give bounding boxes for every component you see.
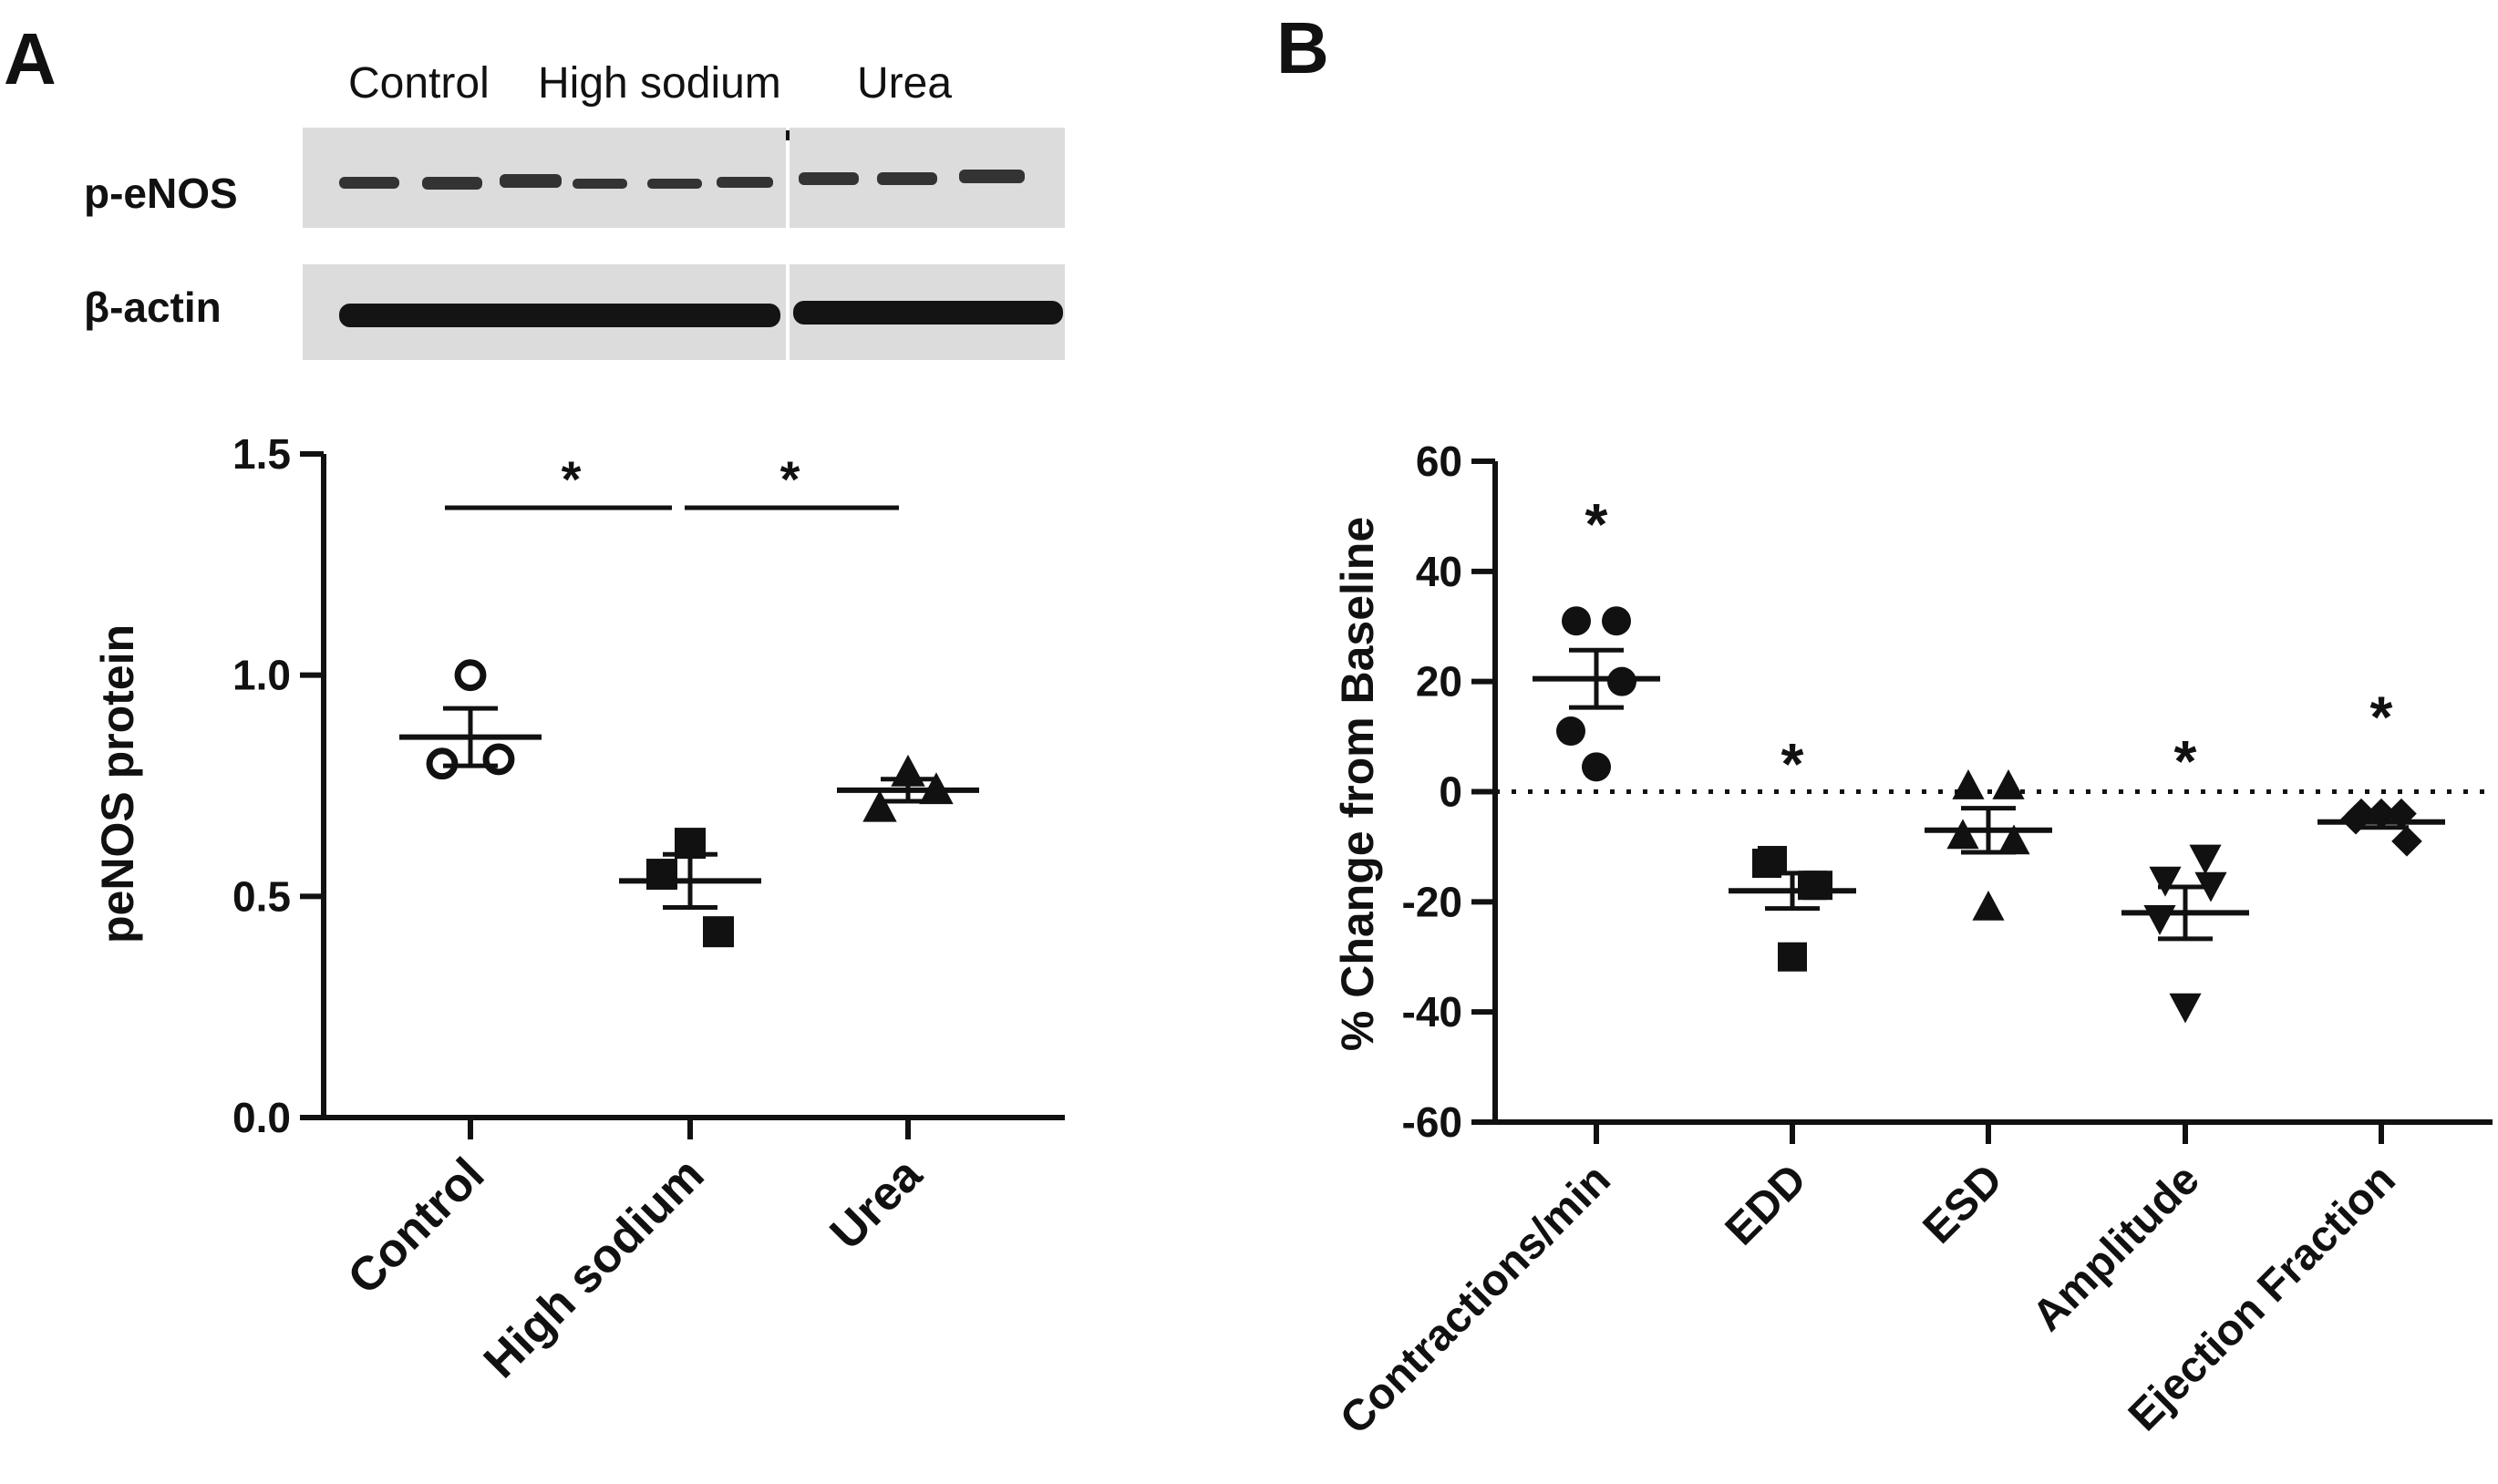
chart-a-ylabel: peNOS protein: [92, 624, 143, 943]
x-tick-label: ESD: [1915, 1155, 2012, 1252]
y-tick-label: 60: [1416, 438, 1462, 485]
data-point: [2143, 905, 2176, 935]
y-tick-label: 40: [1416, 548, 1462, 595]
data-point: [1972, 890, 2005, 921]
peNOS-bands: [339, 170, 1025, 190]
y-tick-label: 0.0: [232, 1094, 291, 1141]
actin-band-right: [793, 301, 1063, 325]
y-tick-label: 0.5: [232, 872, 291, 920]
blot-label-control: Control: [348, 59, 490, 108]
data-point: [703, 916, 734, 948]
x-tick-label: Contractions/min: [1331, 1155, 1620, 1444]
y-tick-label: 20: [1416, 658, 1462, 706]
western-blot: Control High sodium Urea p-eNOS β-actin: [84, 59, 1065, 360]
data-point: [1562, 606, 1591, 636]
data-point: [454, 659, 487, 692]
data-point: [2391, 826, 2422, 857]
x-tick-label: High sodium: [474, 1148, 715, 1388]
peNOS-band: [959, 170, 1025, 183]
significance-star: *: [562, 450, 582, 508]
blot-label-urea: Urea: [857, 59, 952, 108]
data-point: [2149, 866, 2182, 897]
x-tick-label: EDD: [1717, 1155, 1816, 1254]
data-point: [1582, 752, 1611, 782]
peNOS-band: [799, 172, 859, 185]
y-tick-label: -20: [1402, 878, 1462, 925]
panel-label-a: A: [4, 18, 57, 99]
significance-star: *: [1781, 731, 1804, 797]
data-point: [1997, 824, 2030, 855]
x-tick-label: Amplitude: [2023, 1155, 2208, 1340]
data-point: [1946, 819, 1979, 850]
data-point: [646, 859, 677, 891]
data-point: [862, 789, 897, 822]
blot-row-label-actin: β-actin: [84, 283, 222, 331]
y-tick-label: 1.5: [232, 430, 291, 478]
peNOS-band: [500, 174, 562, 188]
peNOS-band: [573, 179, 627, 189]
blot-row-label-peNOS: p-eNOS: [84, 170, 238, 217]
y-tick-label: -60: [1402, 1098, 1462, 1146]
blot-label-high-sodium: High sodium: [538, 59, 781, 108]
data-point: [1602, 606, 1631, 636]
data-point: [1778, 942, 1807, 972]
data-point: [1607, 666, 1636, 696]
data-point: [1992, 769, 2025, 799]
data-point: [2189, 844, 2222, 875]
data-point: [1952, 769, 1985, 799]
data-point: [1556, 716, 1585, 747]
x-tick-label: Urea: [821, 1148, 934, 1261]
x-tick-label: Control: [338, 1148, 495, 1304]
data-point: [2169, 993, 2202, 1024]
panel-label-b: B: [1276, 7, 1329, 88]
y-tick-label: 1.0: [232, 652, 291, 699]
y-tick-label: 0: [1439, 768, 1462, 816]
y-tick-label: -40: [1402, 988, 1462, 1036]
chart-b: % Change from Baseline -60 -40 -20 0 20 40 60 C…: [1331, 438, 2493, 1444]
significance-star: *: [1585, 491, 1608, 557]
significance-star: *: [2370, 685, 2393, 750]
significance-star: *: [2174, 728, 2197, 794]
chart-b-ylabel: % Change from Baseline: [1332, 517, 1383, 1051]
significance-star: *: [780, 450, 800, 508]
peNOS-band: [877, 172, 937, 185]
peNOS-band: [717, 177, 773, 188]
peNOS-band: [422, 177, 482, 190]
data-point: [1803, 871, 1832, 901]
peNOS-band: [339, 177, 399, 189]
actin-band-left: [339, 304, 780, 327]
peNOS-band: [647, 179, 702, 189]
